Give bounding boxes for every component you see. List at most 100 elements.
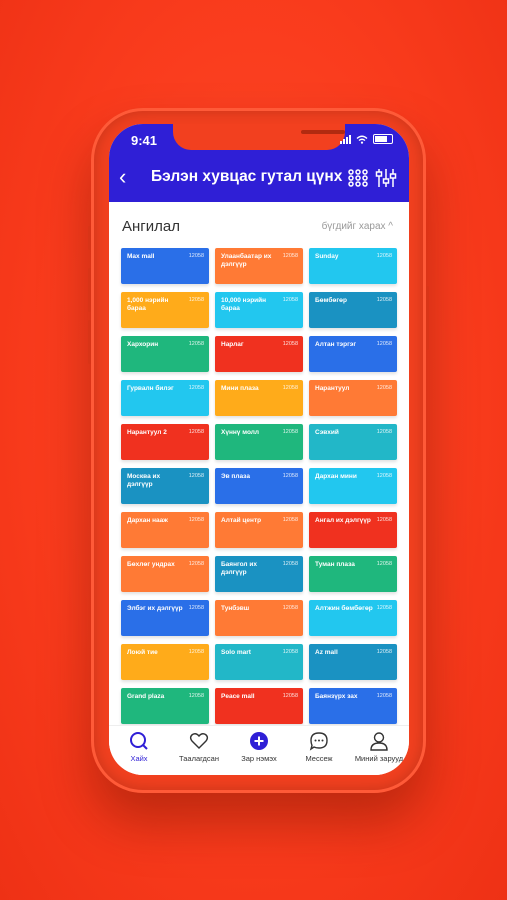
category-tile[interactable]: Дархан нааж 12058 [121, 512, 209, 548]
category-tile[interactable]: Az mall 12058 [309, 644, 397, 680]
category-name: Хүннү молл [221, 429, 260, 436]
grid-view-icon[interactable] [347, 168, 369, 188]
volume-down-button [88, 320, 91, 364]
category-tile[interactable]: Хархорин 12058 [121, 336, 209, 372]
category-tile[interactable]: Эв плаза 12058 [215, 468, 303, 504]
status-time: 9:41 [131, 133, 158, 148]
nav-search-label: Хайх [130, 754, 148, 763]
category-name: Мини плаза [221, 385, 259, 392]
category-count: 12058 [282, 297, 298, 303]
category-tile[interactable]: Peace mall 12058 [215, 688, 303, 724]
app-header: 9:41 ‹ Бэлэн хувцас гутал цүнх [109, 124, 409, 202]
nav-add[interactable]: Зар нэмэх [229, 726, 289, 775]
filter-icon[interactable] [375, 168, 397, 188]
category-count: 12058 [376, 297, 392, 303]
category-tile[interactable]: Solo mart 12058 [215, 644, 303, 680]
category-name: Туман плаза [315, 561, 355, 568]
nav-favorites[interactable]: Таалагдсан [169, 726, 229, 775]
category-name: Москва их дэлгүүр [127, 473, 161, 488]
category-tile[interactable]: Grand plaza 12058 [121, 688, 209, 724]
category-tile[interactable]: Max mall 12058 [121, 248, 209, 284]
category-count: 12058 [376, 693, 392, 699]
category-tile[interactable]: Туман плаза 12058 [309, 556, 397, 592]
status-icons [340, 134, 393, 144]
category-count: 12058 [282, 385, 298, 391]
category-tile[interactable]: Баянгол их дэлгүүр 12058 [215, 556, 303, 592]
category-count: 12058 [376, 385, 392, 391]
volume-up-button [88, 268, 91, 312]
category-tile[interactable]: Элбэг их дэлгүүр 12058 [121, 600, 209, 636]
category-tile[interactable]: Нарлаг 12058 [215, 336, 303, 372]
category-count: 12058 [282, 693, 298, 699]
category-tile[interactable]: Хүннү молл 12058 [215, 424, 303, 460]
category-tile[interactable]: Гурвалн билэг 12058 [121, 380, 209, 416]
category-grid: Max mall 12058 Улаанбаатар их дэлгүүр 12058… [121, 248, 397, 724]
category-count: 12058 [376, 341, 392, 347]
category-count: 12058 [376, 605, 392, 611]
nav-messages[interactable]: Мессеж [289, 726, 349, 775]
category-name: 10,000 нэрийн бараа [221, 297, 267, 312]
chat-icon [309, 732, 328, 751]
category-tile[interactable]: Сэвхий 12058 [309, 424, 397, 460]
nav-search[interactable]: Хайх [109, 726, 169, 775]
category-tile[interactable]: Ангал их дэлгүүр 12058 [309, 512, 397, 548]
category-tile[interactable]: Sunday 12058 [309, 248, 397, 284]
category-count: 12058 [282, 341, 298, 347]
category-name: Алтай центр [221, 517, 262, 524]
category-count: 12058 [188, 561, 204, 567]
see-all-label: бүгдийг харах [321, 221, 386, 232]
category-tile[interactable]: Нарантуул 12058 [309, 380, 397, 416]
category-count: 12058 [376, 253, 392, 259]
phone-screen: 9:41 ‹ Бэлэн хувцас гутал цүнх [109, 124, 409, 775]
category-count: 12058 [282, 473, 298, 479]
back-icon[interactable]: ‹ [119, 164, 127, 189]
category-count: 12058 [282, 605, 298, 611]
category-name: Улаанбаатар их дэлгүүр [221, 253, 272, 268]
nav-my-ads-label: Миний зарууд [354, 754, 404, 763]
category-tile[interactable]: Улаанбаатар их дэлгүүр 12058 [215, 248, 303, 284]
category-name: Тунбэвш [221, 605, 250, 612]
category-count: 12058 [188, 429, 204, 435]
category-tile[interactable]: 1,000 нэрийн бараа 12058 [121, 292, 209, 328]
category-name: Баянзүрх зах [315, 693, 358, 700]
category-tile[interactable]: Дархан мини 12058 [309, 468, 397, 504]
signal-icon [340, 134, 351, 144]
page-title: Бэлэн хувцас гутал цүнх [151, 168, 343, 185]
category-tile[interactable]: Алтан тэргэг 12058 [309, 336, 397, 372]
nav-messages-label: Мессеж [305, 754, 333, 763]
category-tile[interactable]: Алтай центр 12058 [215, 512, 303, 548]
category-count: 12058 [188, 649, 204, 655]
category-name: Grand plaza [127, 693, 165, 700]
category-count: 12058 [282, 429, 298, 435]
nav-my-ads[interactable]: Миний зарууд [349, 726, 409, 775]
search-icon [130, 732, 148, 750]
plus-circle-icon [250, 732, 268, 750]
category-name: Эв плаза [221, 473, 250, 480]
category-tile[interactable]: Лоюй тие 12058 [121, 644, 209, 680]
category-count: 12058 [188, 693, 204, 699]
category-count: 12058 [282, 517, 298, 523]
category-tile[interactable]: Нарантуул 2 12058 [121, 424, 209, 460]
see-all-link[interactable]: бүгдийг харах ^ [322, 221, 393, 232]
category-name: Max mall [127, 253, 155, 260]
category-count: 12058 [376, 429, 392, 435]
category-tile[interactable]: Бөмбөгөр 12058 [309, 292, 397, 328]
category-name: Нарлаг [221, 341, 244, 348]
category-tile[interactable]: Баянзүрх зах 12058 [309, 688, 397, 724]
category-name: Элбэг их дэлгүүр [127, 605, 183, 612]
category-tile[interactable]: Алтжин бөмбөгөр 12058 [309, 600, 397, 636]
category-name: Ангал их дэлгүүр [315, 517, 371, 524]
category-count: 12058 [376, 473, 392, 479]
category-tile[interactable]: 10,000 нэрийн бараа 12058 [215, 292, 303, 328]
category-name: Дархан нааж [127, 517, 168, 524]
bottom-nav: Хайх Таалагдсан Зар нэмэх Мессеж [109, 725, 409, 775]
category-count: 12058 [376, 649, 392, 655]
category-name: Нарантуул [315, 385, 350, 392]
category-count: 12058 [376, 561, 392, 567]
battery-icon [373, 134, 393, 144]
user-icon [370, 732, 388, 751]
category-tile[interactable]: Москва их дэлгүүр 12058 [121, 468, 209, 504]
category-tile[interactable]: Тунбэвш 12058 [215, 600, 303, 636]
category-tile[interactable]: Мини плаза 12058 [215, 380, 303, 416]
category-tile[interactable]: Бөхлөг ундрах 12058 [121, 556, 209, 592]
